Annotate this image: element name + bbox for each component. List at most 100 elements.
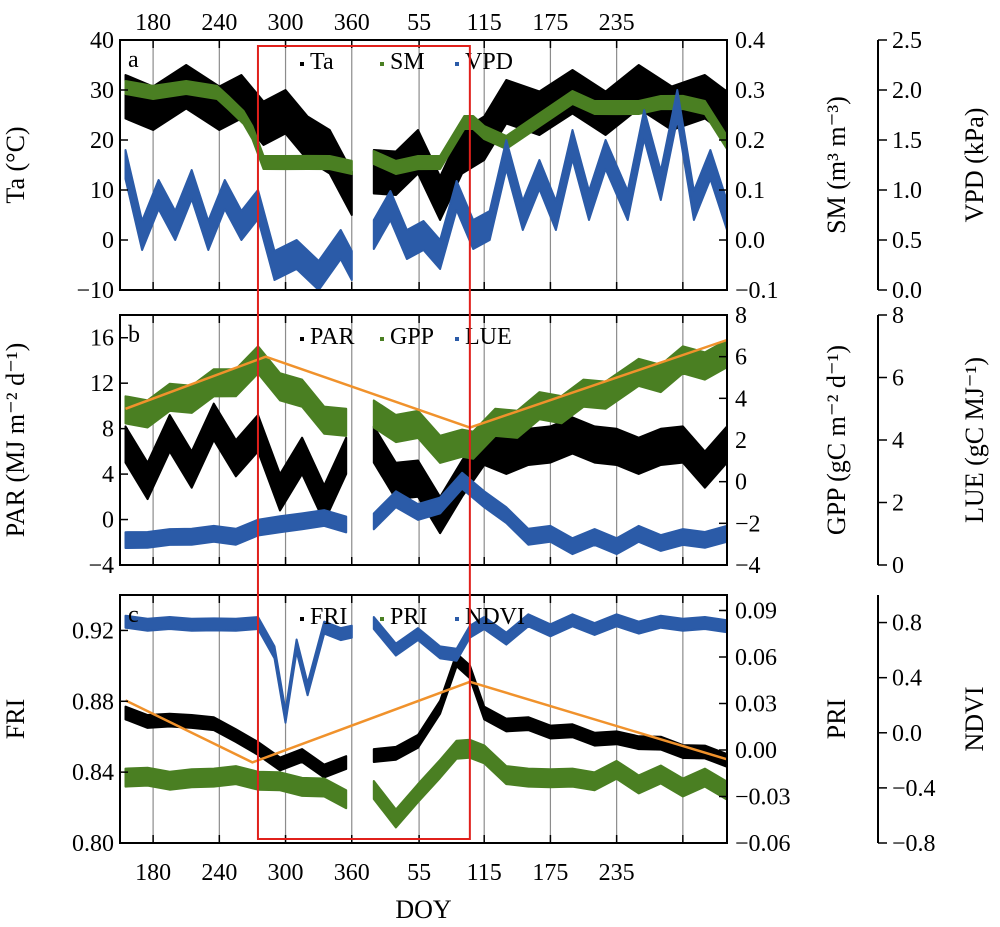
right-tick-label-panel-a-4: 0.0 [735, 228, 765, 254]
labels: 403020100−100.40.30.20.10.0−0.12.52.01.5… [1, 10, 989, 924]
left-tick-label-panel-a-4: 0 [102, 228, 114, 254]
far-right-tick-label-panel-a-1: 2.0 [892, 78, 922, 104]
right-axis-title-panel-c: PRI [822, 699, 851, 739]
right-tick-label-panel-a-5: −0.1 [735, 278, 779, 304]
right-tick-label-panel-b-0: 8 [735, 303, 747, 329]
bottom-x-tick-label-5: 115 [467, 860, 502, 886]
left-tick-label-panel-c-1: 0.88 [72, 689, 114, 715]
legend-label-fri: FRI [310, 604, 347, 630]
right-tick-label-panel-a-1: 0.3 [735, 78, 765, 104]
top-x-tick-label-5: 115 [467, 10, 502, 36]
left-tick-label-panel-b-4: 0 [102, 508, 114, 534]
right-tick-label-panel-c-4: −0.03 [735, 785, 791, 811]
far-right-tick-label-panel-c-0: 0.8 [892, 611, 922, 637]
data-series [124, 64, 728, 829]
right-tick-label-panel-b-4: 0 [735, 470, 747, 496]
right-tick-label-panel-c-0: 0.09 [735, 599, 777, 625]
far-right-tick-label-panel-a-5: 0.0 [892, 278, 922, 304]
legend-label-lue: LUE [465, 324, 512, 350]
legend-marker-ndvi [455, 617, 459, 621]
panel-letter-c: c [128, 602, 139, 628]
series-lue-band-0 [124, 509, 348, 549]
axes [119, 39, 887, 844]
far-right-tick-label-panel-b-0: 8 [892, 303, 904, 329]
legend-marker-gpp [380, 337, 384, 341]
right-tick-label-panel-c-3: 0.00 [735, 738, 777, 764]
far-right-tick-label-panel-c-4: −0.8 [892, 831, 936, 857]
legend-marker-vpd [455, 62, 459, 66]
overlays [256, 45, 471, 840]
right-tick-label-panel-a-2: 0.2 [735, 128, 765, 154]
highlight-box [256, 45, 471, 840]
left-tick-label-panel-b-0: 16 [90, 326, 114, 352]
series-par-band-0 [124, 402, 348, 523]
series-fri-band-0 [124, 705, 348, 779]
panel-letter-a: a [128, 47, 139, 73]
far-right-axis-title-panel-b: LUE (gC MJ⁻¹) [960, 357, 989, 523]
bottom-x-tick-label-3: 360 [334, 860, 370, 886]
left-tick-label-panel-b-3: 4 [102, 462, 114, 488]
far-right-tick-label-panel-a-4: 0.5 [892, 228, 922, 254]
left-tick-label-panel-b-1: 12 [90, 371, 114, 397]
far-right-tick-label-panel-b-1: 6 [892, 366, 904, 392]
left-axis-title-panel-c: FRI [1, 699, 30, 739]
series-gpp-band-0 [124, 345, 348, 437]
bottom-x-tick-label-2: 300 [268, 860, 304, 886]
bottom-x-tick-label-0: 180 [135, 860, 171, 886]
panel-letter-b: b [128, 322, 140, 348]
top-x-tick-label-3: 360 [334, 10, 370, 36]
far-right-tick-label-panel-c-2: 0.0 [892, 721, 922, 747]
right-tick-label-panel-b-2: 4 [735, 386, 747, 412]
left-tick-label-panel-c-3: 0.80 [72, 831, 114, 857]
right-tick-label-panel-a-0: 0.4 [735, 28, 765, 54]
plot-frame-panel-a [119, 39, 728, 291]
bottom-x-tick-label-4: 55 [407, 860, 431, 886]
x-axis-title: DOY [395, 895, 452, 924]
far-right-tick-label-panel-b-3: 2 [892, 491, 904, 517]
left-tick-label-panel-a-5: −10 [76, 278, 114, 304]
top-x-tick-label-1: 240 [201, 10, 237, 36]
right-tick-label-panel-b-5: −2 [735, 511, 761, 537]
top-x-tick-label-7: 235 [599, 10, 635, 36]
left-axis-title-panel-a: Ta (°C) [1, 126, 30, 203]
right-tick-label-panel-b-3: 2 [735, 428, 747, 454]
top-x-tick-label-2: 300 [268, 10, 304, 36]
left-tick-label-panel-c-0: 0.92 [72, 618, 114, 644]
legend-marker-pri [380, 617, 384, 621]
legend-marker-ta [300, 62, 304, 66]
bottom-x-tick-label-6: 175 [532, 860, 568, 886]
top-x-tick-label-6: 175 [532, 10, 568, 36]
legend-marker-lue [455, 337, 459, 341]
right-tick-label-panel-c-2: 0.03 [735, 692, 777, 718]
legend-label-gpp: GPP [390, 324, 434, 350]
far-right-tick-label-panel-c-3: −0.4 [892, 776, 936, 802]
right-tick-label-panel-a-3: 0.1 [735, 178, 765, 204]
legend-label-par: PAR [310, 324, 354, 350]
legend-label-ndvi: NDVI [465, 604, 525, 630]
left-tick-label-panel-a-2: 20 [90, 128, 114, 154]
legend-marker-par [300, 337, 304, 341]
right-axis-title-panel-a: SM (m³ m⁻³) [822, 96, 851, 234]
left-tick-label-panel-a-0: 40 [90, 28, 114, 54]
far-right-tick-label-panel-b-2: 4 [892, 428, 904, 454]
top-x-tick-label-4: 55 [407, 10, 431, 36]
trend-line-panel-b [125, 338, 728, 429]
right-tick-label-panel-c-5: −0.06 [735, 831, 791, 857]
legend-label-sm: SM [390, 49, 425, 75]
right-tick-label-panel-b-6: −4 [735, 553, 761, 579]
far-right-tick-label-panel-a-3: 1.0 [892, 178, 922, 204]
bottom-x-tick-label-1: 240 [201, 860, 237, 886]
left-tick-label-panel-c-2: 0.84 [72, 760, 114, 786]
far-right-tick-label-panel-a-2: 1.5 [892, 128, 922, 154]
series-vpd-band-0 [124, 149, 353, 291]
series-pri-band-0 [124, 765, 348, 810]
right-tick-label-panel-c-1: 0.06 [735, 645, 777, 671]
left-tick-label-panel-b-5: −4 [88, 553, 114, 579]
far-right-axis-title-panel-c: NDVI [960, 687, 989, 752]
legend-label-ta: Ta [310, 49, 334, 75]
right-tick-label-panel-b-1: 6 [735, 345, 747, 371]
left-axis-title-panel-b: PAR (MJ m⁻² d⁻¹) [1, 343, 30, 538]
plot-frame-panel-c [119, 594, 728, 844]
left-tick-label-panel-b-2: 8 [102, 417, 114, 443]
left-tick-label-panel-a-1: 30 [90, 78, 114, 104]
